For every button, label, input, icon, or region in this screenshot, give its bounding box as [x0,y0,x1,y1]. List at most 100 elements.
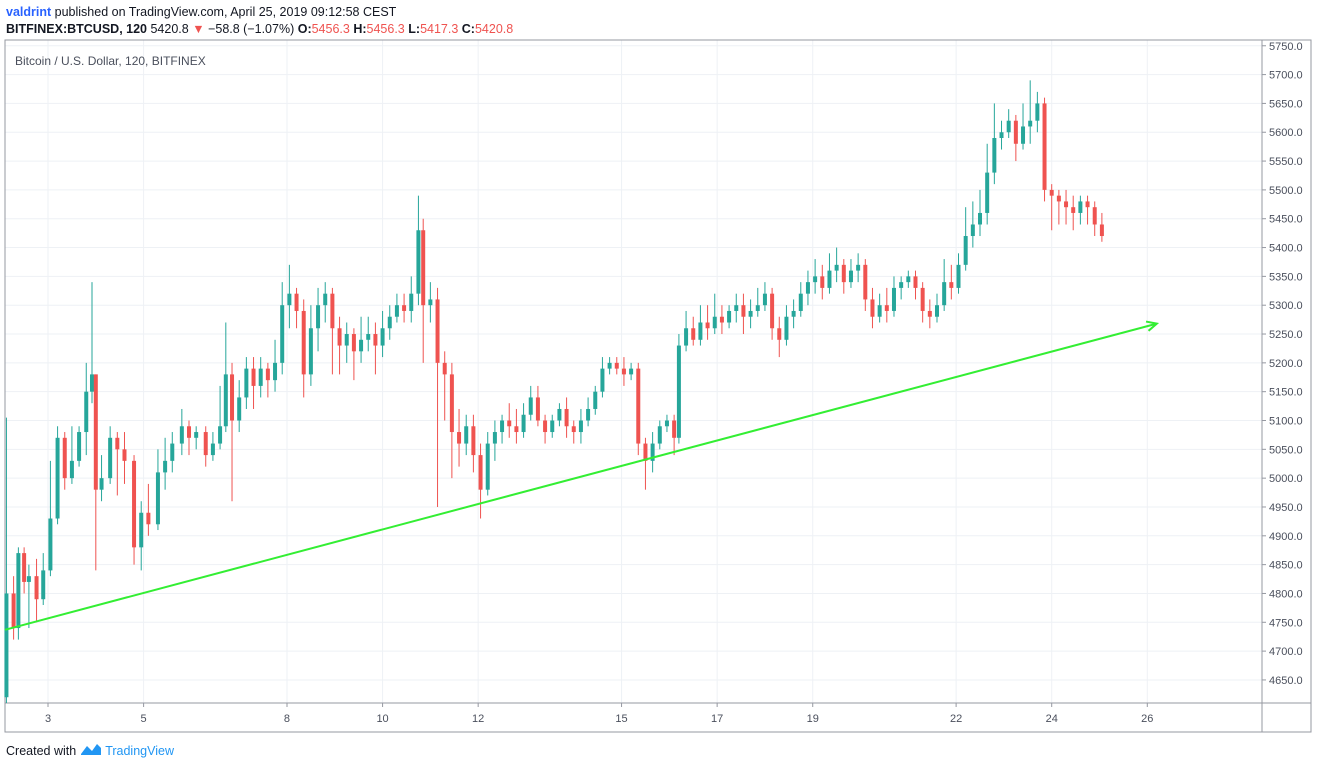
candle-down [927,299,932,329]
candle-body [784,316,789,340]
candle-body [657,426,662,444]
candle-body [1035,103,1040,121]
candle-body [550,420,555,433]
tradingview-logo-icon[interactable] [80,742,102,759]
candle-down [449,362,454,479]
candle-body [457,432,462,444]
candle-body [985,172,990,213]
chart-grid [5,40,1262,703]
candle-up [89,282,94,404]
candle-up [210,432,215,461]
price-tick-label: 5150.0 [1269,387,1303,399]
price-tick-label: 5550.0 [1269,156,1303,168]
tradingview-brand[interactable]: TradingView [105,743,174,758]
candle-up [992,103,997,185]
candle-body [380,328,385,346]
candle-down [691,316,696,346]
candle-up [244,357,249,409]
candle-down [1085,195,1090,225]
candle-body [956,264,961,288]
candle-up [827,253,832,294]
candle-body [727,310,732,323]
candle-up [492,420,497,461]
candle-up [942,259,947,311]
candle-up [600,357,605,398]
candle-up [813,259,818,294]
candle-down [777,316,782,358]
published-text: published on TradingView.com, April 25, … [54,5,397,19]
candle-body [48,518,53,571]
candle-body [762,293,767,306]
candle-down [230,362,235,502]
candles-group [4,80,1104,703]
candle-up [77,426,82,467]
candle-body [1049,189,1054,196]
candle-body [16,553,21,629]
candle-down [705,305,710,340]
down-arrow-icon: ▼ [192,22,205,36]
candle-down [373,322,378,375]
candle-up [586,397,591,427]
candle-body [650,443,655,461]
candle-up [1021,103,1026,150]
candle-body [970,224,975,237]
candle-body [841,264,846,283]
candle-body [258,368,263,386]
candle-up [521,403,526,438]
candle-body [891,287,896,311]
author-name[interactable]: valdrint [6,5,52,19]
candle-up [762,282,767,311]
price-tick-label: 5650.0 [1269,98,1303,110]
candle-up [657,420,662,450]
candle-up [748,299,753,329]
candle-up [223,322,228,433]
candle-body [748,310,753,317]
candle-up [464,414,469,456]
candle-up [194,426,199,450]
candle-down [402,293,407,323]
candle-up [578,408,583,444]
candle-body [62,437,67,479]
candle-body [899,282,904,288]
candle-body [528,397,533,415]
candle-body [373,334,378,346]
candle-down [330,287,335,375]
candle-down [1064,189,1069,225]
candle-body [409,293,414,311]
candle-body [237,397,242,421]
candle-body [485,443,490,490]
candle-body [316,305,321,329]
candle-body [223,374,228,427]
trendline-group [4,320,1160,631]
candle-up [387,305,392,340]
candle-body [906,276,911,283]
price-tick-label: 5050.0 [1269,444,1303,456]
candle-body [942,282,947,306]
candle-up [970,201,975,248]
time-tick-label: 19 [807,713,819,725]
candle-up [416,195,421,306]
symbol-info: BITFINEX:BTCUSD, 120 5420.8 ▼ −58.8 (−1.… [6,22,513,36]
candle-body [636,368,641,444]
candle-body [464,426,469,444]
open-label: O: [297,22,312,36]
candle-body [251,368,256,386]
candle-body [676,345,681,438]
candle-body [55,437,60,519]
candle-up [734,293,739,323]
candle-up [108,426,113,484]
candle-body [927,310,932,317]
close-value: 5420.8 [474,22,514,36]
price-tick-label: 5500.0 [1269,185,1303,197]
candle-up [155,449,160,531]
candle-down [820,264,825,300]
candle-up [550,414,555,438]
candle-body [359,339,364,352]
candle-body [428,299,433,306]
candle-up [409,276,414,323]
price-tick-label: 5600.0 [1269,127,1303,139]
candle-body [1028,120,1033,127]
candle-up [934,293,939,323]
time-tick-label: 3 [45,713,51,725]
